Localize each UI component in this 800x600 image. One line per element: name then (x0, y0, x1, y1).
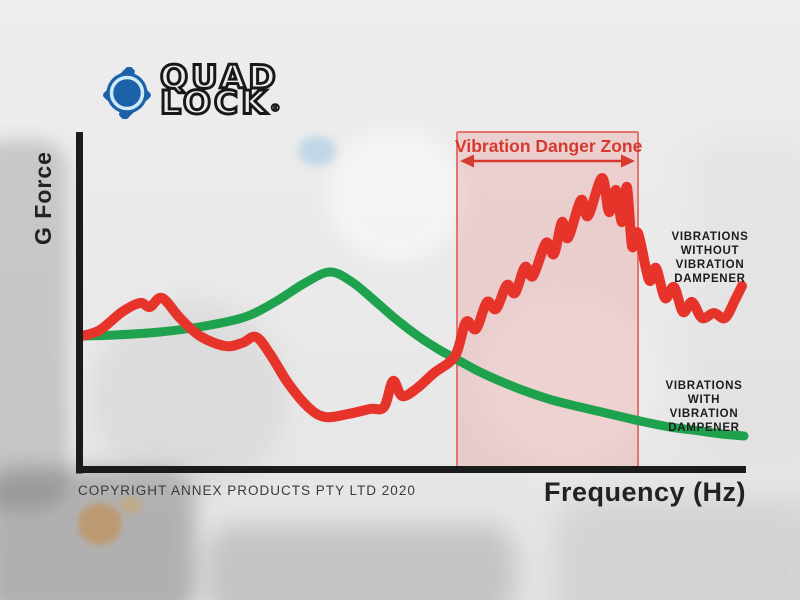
photo-blob-bottom-center (205, 525, 515, 600)
brand-line2: LOCK (159, 83, 270, 122)
label-with-dampener: VIBRATIONS WITH VIBRATION DAMPENER (644, 379, 764, 435)
label-without-line: VIBRATIONS (671, 231, 749, 243)
quad-lock-mount-icon (103, 67, 151, 119)
photo-blob-copper-bolt-2 (120, 496, 142, 514)
photo-blob-right-strip (690, 140, 800, 470)
photo-blob-bottom-right (555, 498, 800, 600)
photo-blob-blue-part (298, 136, 336, 166)
curve-with-dampener (77, 267, 749, 441)
curve-without-dampener (77, 172, 747, 423)
label-without-dampener: VIBRATIONS WITHOUT VIBRATION DAMPENER (648, 230, 772, 286)
quad-lock-logo: QUAD LOCK® (103, 60, 282, 122)
photo-blob-dark-left (0, 140, 68, 510)
label-with-line: VIBRATION (669, 408, 739, 420)
danger-zone-title: Vibration Danger Zone (455, 136, 643, 156)
copyright-text: COPYRIGHT ANNEX PRODUCTS PTY LTD 2020 (78, 483, 416, 498)
label-with-line: WITH (687, 394, 721, 406)
quad-lock-wordmark: QUAD LOCK® (159, 60, 282, 122)
brand-line1: QUAD (159, 58, 279, 96)
danger-zone-arrowhead-left (460, 154, 474, 168)
photo-blob-mount (328, 128, 463, 263)
x-axis-label: Frequency (Hz) (544, 477, 747, 507)
label-with-line: VIBRATIONS (665, 380, 743, 392)
danger-zone-arrowhead-right (621, 154, 635, 168)
label-without-line: DAMPENER (674, 273, 746, 285)
label-without-line: VIBRATION (675, 259, 745, 271)
y-axis-label: G Force (30, 151, 56, 245)
photo-blob-copper-bolt (78, 503, 122, 545)
registered-mark: ® (269, 101, 281, 115)
label-with-line: DAMPENER (668, 422, 740, 434)
label-without-line: WITHOUT (680, 245, 740, 257)
